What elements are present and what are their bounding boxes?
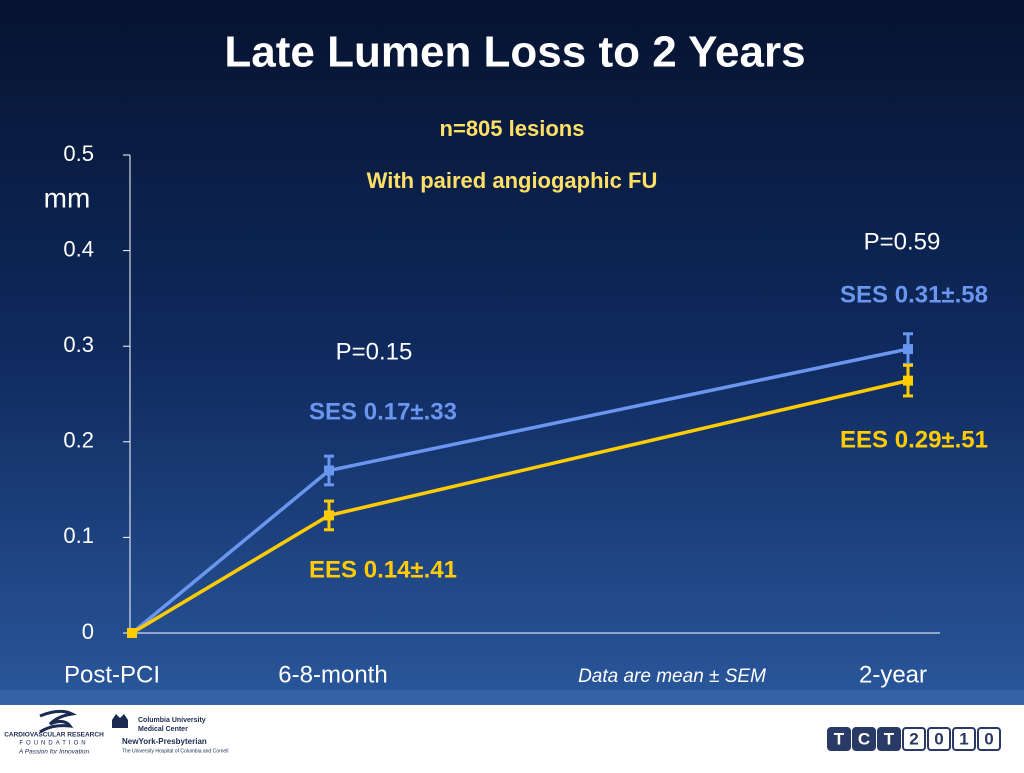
annotation: SES 0.17±.33 (309, 398, 457, 425)
tct-letter: T (834, 729, 845, 748)
y-tick-label: 0.1 (63, 523, 94, 548)
tct-box (827, 727, 851, 751)
y-tick-label: 0.5 (63, 141, 94, 166)
band (0, 690, 1024, 705)
x-tick-label: 2-year (859, 661, 927, 688)
tct-box (852, 727, 876, 751)
marker (324, 465, 334, 476)
tct-letter: T (884, 729, 895, 748)
tct-letter: 0 (934, 729, 943, 748)
footer-text: CARDIOVASCULAR RESEARCH (4, 732, 104, 739)
footer-text: FOUNDATION (19, 741, 88, 747)
annotation: P=0.59 (864, 228, 941, 255)
x-tick-label: 6-8-month (278, 661, 387, 688)
tct-box (927, 727, 951, 751)
marker (324, 510, 334, 521)
tct-box (877, 727, 901, 751)
chart-title: Late Lumen Loss to 2 Years (224, 28, 805, 77)
tct-letter: 1 (959, 729, 968, 748)
marker (903, 375, 913, 386)
y-tick-label: 0.4 (63, 236, 94, 261)
footer-text: NewYork-Presbyterian (122, 737, 207, 746)
annotation: P=0.15 (336, 338, 413, 365)
y-axis-label: mm (44, 182, 91, 213)
footer-text: The University Hospital of Columbia and … (122, 748, 228, 754)
tct-letter: C (858, 729, 870, 748)
tct-letter: 0 (984, 729, 993, 748)
footer-text: A Passion for Innovation (18, 749, 90, 756)
crf-icon (39, 709, 77, 734)
marker (903, 344, 913, 355)
subtitle: With paired angiogaphic FU (367, 168, 658, 193)
background (0, 0, 1024, 705)
tct-box (902, 727, 926, 751)
crown (112, 714, 128, 728)
y-tick-label: 0 (82, 619, 94, 644)
crf-logo: CARDIOVASCULAR RESEARCH FOUNDATION A Pas… (4, 709, 104, 756)
tct-box (977, 727, 1001, 751)
y-tick-label: 0.3 (63, 332, 94, 357)
note: Data are mean ± SEM (578, 666, 766, 687)
footer-text: Medical Center (138, 726, 188, 733)
subtitle: n=805 lesions (440, 116, 585, 141)
tct-box (952, 727, 976, 751)
marker (127, 628, 137, 638)
y-tick-label: 0.2 (63, 428, 94, 453)
footer-text: Columbia University (138, 717, 206, 724)
annotation: SES 0.31±.58 (840, 281, 988, 308)
columbia-logo: Columbia University Medical Center NewYo… (112, 714, 228, 754)
annotation: EES 0.29±.51 (840, 426, 988, 453)
annotation: EES 0.14±.41 (309, 556, 457, 583)
x-tick-label: Post-PCI (64, 661, 160, 688)
tct-letter: 2 (909, 729, 918, 748)
